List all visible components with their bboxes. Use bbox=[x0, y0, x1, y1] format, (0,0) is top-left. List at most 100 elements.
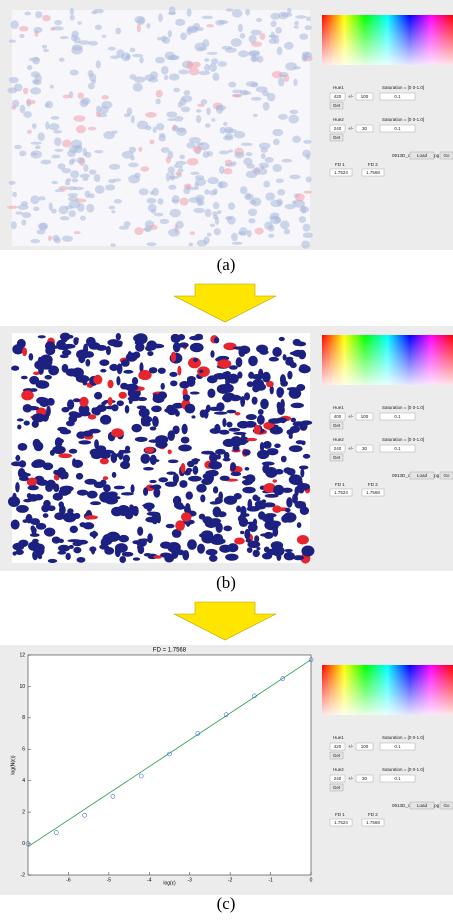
cell bbox=[62, 350, 71, 356]
cell bbox=[293, 26, 298, 29]
cell bbox=[16, 505, 29, 513]
cell bbox=[86, 343, 97, 347]
cell bbox=[301, 420, 312, 425]
cell bbox=[272, 347, 282, 357]
cell bbox=[227, 543, 238, 552]
cell bbox=[264, 221, 273, 229]
cell bbox=[51, 208, 57, 213]
cell bbox=[147, 198, 157, 204]
button-label: Load bbox=[417, 803, 428, 808]
cell bbox=[267, 93, 276, 102]
cell bbox=[145, 112, 157, 118]
cell bbox=[31, 461, 41, 468]
cell bbox=[209, 63, 217, 72]
cell bbox=[158, 198, 164, 205]
cell bbox=[72, 44, 83, 51]
panel-caption: (b) bbox=[216, 573, 236, 592]
cell bbox=[246, 81, 258, 87]
cell bbox=[284, 229, 291, 235]
cell bbox=[69, 449, 77, 454]
cell bbox=[115, 28, 121, 35]
cell bbox=[40, 160, 51, 165]
cell bbox=[72, 178, 79, 182]
cell bbox=[30, 142, 41, 145]
cell bbox=[169, 73, 180, 80]
cell bbox=[210, 501, 220, 504]
figure: (a)Hue1420+/-100Saturation = [0 0-1.0]0.… bbox=[0, 0, 453, 915]
cell bbox=[65, 180, 70, 186]
cell bbox=[72, 460, 83, 468]
cell bbox=[168, 449, 172, 454]
cell bbox=[306, 16, 311, 21]
x-tick-label: -5 bbox=[107, 877, 112, 883]
field-label: Hue1 bbox=[333, 405, 344, 410]
cell bbox=[100, 415, 111, 425]
cell bbox=[223, 525, 232, 531]
cell bbox=[195, 195, 204, 202]
field-label: Saturation = [0 0-1.0] bbox=[382, 437, 424, 442]
cell bbox=[207, 177, 219, 184]
cell bbox=[225, 554, 238, 561]
cell bbox=[160, 219, 169, 224]
cell bbox=[167, 409, 176, 416]
cell bbox=[268, 234, 274, 238]
x-tick-label: -4 bbox=[147, 877, 152, 883]
cell bbox=[272, 527, 278, 537]
cell bbox=[84, 479, 96, 485]
cell bbox=[28, 494, 39, 502]
cell bbox=[218, 61, 228, 67]
cell bbox=[123, 455, 130, 463]
cell bbox=[179, 155, 185, 159]
x-tick-label: 0 bbox=[310, 877, 313, 883]
cell bbox=[79, 411, 91, 416]
cell bbox=[299, 465, 308, 469]
cell bbox=[144, 74, 155, 80]
cell bbox=[161, 66, 169, 75]
cell bbox=[216, 105, 227, 110]
cell bbox=[50, 450, 55, 456]
cell bbox=[293, 339, 301, 346]
cell bbox=[171, 199, 179, 202]
cell bbox=[33, 206, 39, 211]
cell bbox=[140, 454, 150, 464]
cell bbox=[190, 391, 200, 394]
cell bbox=[159, 133, 165, 138]
cell bbox=[54, 20, 62, 25]
cell bbox=[135, 437, 148, 442]
cell bbox=[186, 491, 193, 499]
color-map-fade bbox=[322, 665, 453, 715]
cell bbox=[289, 175, 300, 180]
cell bbox=[239, 227, 248, 236]
cell bbox=[272, 164, 281, 172]
cell bbox=[199, 71, 211, 75]
cell bbox=[190, 343, 204, 352]
cell bbox=[232, 445, 239, 451]
cell bbox=[54, 512, 64, 520]
y-tick-label: 12 bbox=[19, 652, 25, 658]
cell bbox=[62, 235, 73, 241]
cell bbox=[232, 89, 243, 93]
cell bbox=[206, 549, 218, 556]
cell bbox=[180, 32, 187, 40]
cell bbox=[278, 114, 288, 120]
cell bbox=[58, 545, 70, 552]
cell bbox=[35, 11, 42, 18]
cell bbox=[213, 486, 218, 493]
cell bbox=[76, 473, 83, 480]
cell bbox=[24, 472, 28, 481]
cell bbox=[238, 24, 243, 32]
cell bbox=[280, 220, 289, 229]
cell bbox=[272, 129, 283, 136]
cell bbox=[70, 69, 79, 75]
cell bbox=[216, 402, 224, 411]
cell bbox=[32, 123, 37, 129]
cell bbox=[145, 125, 152, 130]
cell bbox=[33, 439, 41, 448]
cell bbox=[143, 502, 154, 509]
cell bbox=[263, 441, 272, 449]
cell bbox=[306, 154, 310, 160]
cell bbox=[151, 406, 162, 413]
cell bbox=[89, 546, 96, 552]
cell bbox=[35, 145, 41, 149]
cell bbox=[228, 428, 240, 432]
